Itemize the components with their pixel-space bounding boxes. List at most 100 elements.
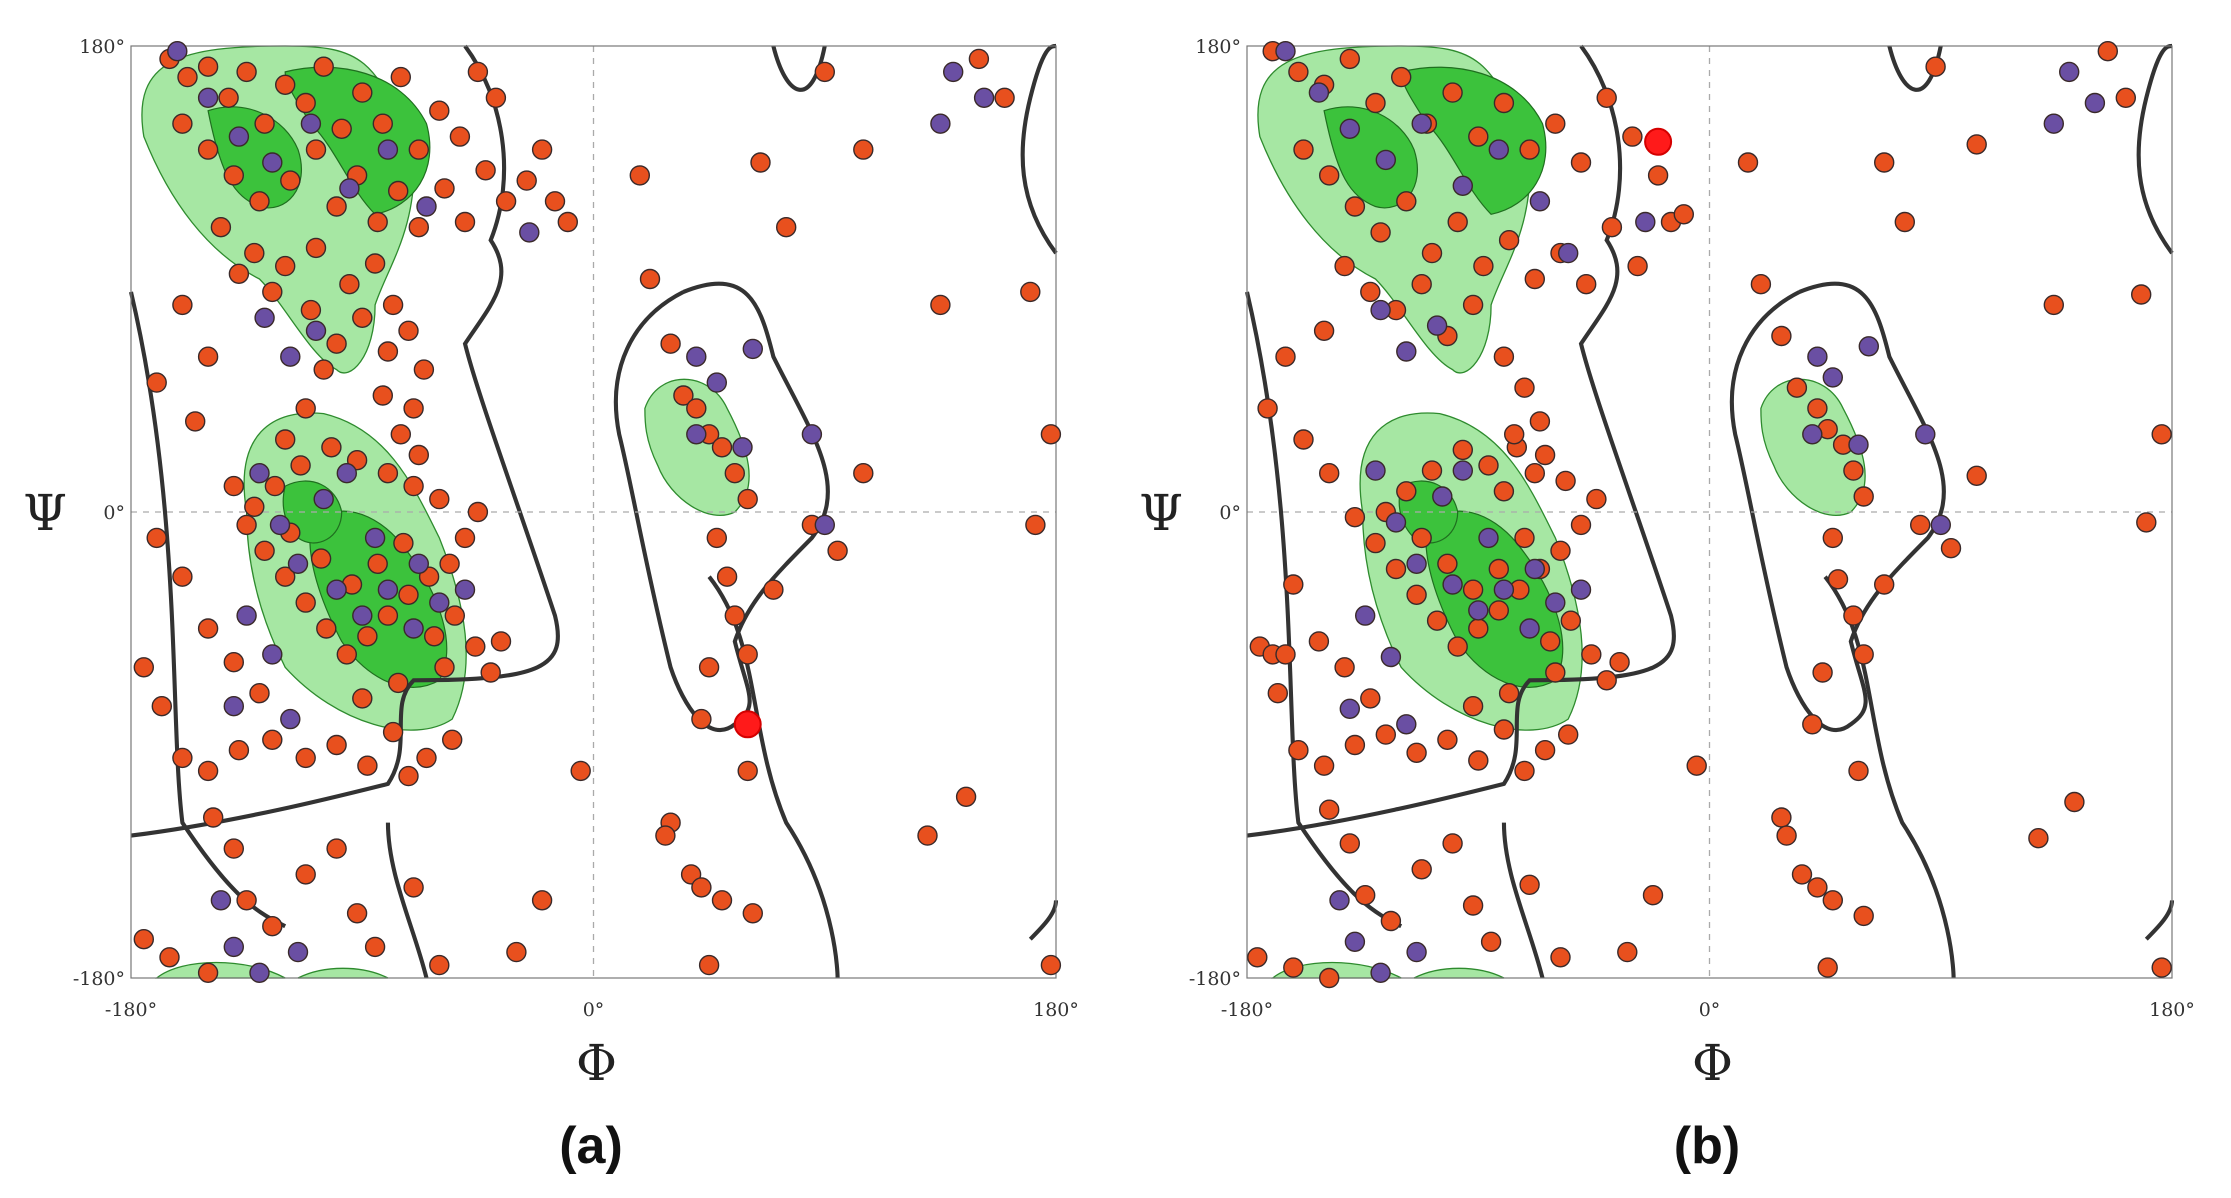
glycine-residue-point — [236, 605, 257, 626]
glycine-residue-point — [1807, 346, 1828, 367]
general-residue-point — [1873, 152, 1895, 173]
general-residue-point — [1462, 294, 1484, 316]
general-residue-point — [416, 747, 437, 769]
general-residue-point — [1411, 274, 1432, 295]
general-residue-point — [1848, 760, 1869, 782]
general-residue-point — [305, 139, 327, 160]
general-residue-point — [1293, 429, 1314, 450]
general-residue-point — [465, 636, 486, 657]
general-residue-point — [737, 488, 758, 510]
general-residue-point — [295, 747, 316, 769]
glycine-residue-point — [1635, 211, 1656, 233]
glycine-residue-point — [1411, 113, 1432, 134]
general-residue-point — [495, 191, 517, 212]
general-residue-point — [1791, 864, 1813, 885]
glycine-residue-point — [519, 222, 540, 243]
general-residue-point — [2151, 424, 2172, 445]
general-residue-point — [413, 359, 435, 380]
general-residue-point — [1360, 688, 1381, 709]
general-residue-point — [1853, 644, 1874, 665]
glycine-residue-point — [249, 463, 270, 484]
general-residue-point — [434, 657, 455, 678]
glycine-residue-point — [1339, 698, 1361, 719]
general-residue-point — [408, 216, 429, 238]
general-residue-point — [326, 333, 347, 354]
general-residue-point — [1514, 377, 1535, 398]
general-residue-point — [737, 760, 758, 782]
general-residue-point — [742, 903, 763, 924]
glycine-residue-point — [1385, 512, 1407, 533]
general-residue-point — [1827, 569, 1849, 590]
glycine-residue-point — [1557, 242, 1579, 264]
plot-frame — [130, 45, 1057, 979]
plot-frame — [1246, 45, 2173, 979]
general-residue-point — [763, 579, 784, 600]
general-residue-point — [1396, 481, 1417, 502]
glycine-residue-point — [686, 346, 707, 367]
general-residue-point — [691, 877, 712, 898]
general-residue-point — [1940, 538, 1962, 559]
glycine-residue-point — [1406, 553, 1427, 574]
general-residue-point — [480, 662, 501, 683]
general-residue-point — [673, 385, 694, 406]
general-residue-point — [352, 307, 373, 328]
general-residue-point — [1873, 574, 1895, 595]
glycine-residue-point — [352, 605, 373, 626]
general-residue-point — [382, 721, 404, 743]
general-residue-point — [295, 92, 316, 114]
glycine-residue-point — [223, 936, 245, 958]
glycine-residue-point — [1848, 434, 1869, 455]
general-residue-point — [339, 274, 360, 295]
general-residue-point — [475, 160, 496, 181]
general-residue-point — [1283, 957, 1304, 978]
general-residue-point — [197, 760, 219, 782]
general-residue-point — [133, 657, 155, 678]
general-residue-point — [1627, 255, 1648, 277]
x-tick-label: 0° — [583, 999, 605, 1021]
general-residue-point — [249, 683, 270, 704]
general-residue-point — [1437, 553, 1458, 574]
general-residue-point — [655, 825, 676, 846]
general-residue-point — [639, 268, 661, 290]
general-residue-point — [367, 553, 388, 574]
general-residue-point — [1514, 760, 1535, 782]
general-residue-point — [1275, 644, 1296, 665]
general-residue-point — [275, 566, 296, 587]
general-residue-point — [1524, 463, 1546, 484]
glycine-residue-point — [1524, 558, 1546, 580]
general-residue-point — [1318, 463, 1340, 484]
glycine-residue-point — [706, 372, 727, 393]
glycine-residue-point — [1275, 41, 1296, 62]
general-residue-point — [290, 455, 311, 476]
panel-label: (b) — [1674, 1117, 1740, 1175]
general-residue-point — [372, 113, 393, 134]
general-residue-point — [1480, 931, 1502, 952]
general-residue-point — [236, 514, 257, 536]
general-residue-point — [1421, 460, 1443, 481]
general-residue-point — [249, 191, 270, 212]
glycine-residue-point — [1442, 574, 1463, 595]
general-residue-point — [1313, 320, 1335, 341]
general-residue-point — [1462, 579, 1484, 600]
general-residue-point — [1673, 204, 1695, 225]
general-residue-point — [1462, 895, 1484, 916]
general-residue-point — [2136, 512, 2157, 533]
general-residue-point — [1318, 165, 1340, 186]
general-residue-point — [1406, 742, 1427, 763]
general-residue-point — [737, 644, 758, 665]
general-residue-point — [1442, 833, 1463, 854]
general-residue-point — [1339, 48, 1361, 70]
general-residue-point — [264, 475, 286, 497]
general-residue-point — [210, 216, 232, 238]
general-residue-point — [1288, 61, 1309, 83]
glycine-residue-point — [2084, 92, 2106, 114]
general-residue-point — [1539, 631, 1561, 652]
general-residue-point — [2130, 284, 2152, 305]
general-residue-point — [1596, 670, 1617, 691]
general-residue-point — [544, 191, 566, 212]
general-residue-point — [1344, 734, 1366, 756]
general-residue-point — [300, 299, 322, 321]
general-residue-point — [1617, 941, 1638, 963]
phi-axis-label: Φ — [1692, 1034, 1733, 1092]
glycine-residue-point — [269, 514, 291, 536]
